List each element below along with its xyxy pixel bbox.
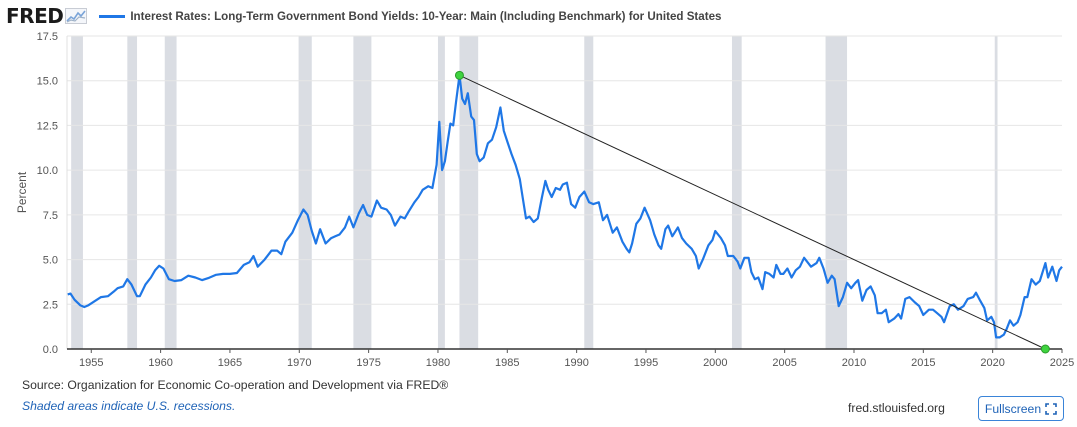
- series-line-0: [67, 74, 1063, 339]
- recession-band-8: [731, 36, 742, 349]
- x-tick-label: 2000: [703, 357, 727, 369]
- x-tick-label: 2010: [842, 357, 866, 369]
- recession-band-4: [353, 36, 372, 349]
- recession-band-1: [127, 36, 138, 349]
- y-tick-label: 0.0: [43, 344, 58, 356]
- site-link[interactable]: fred.stlouisfed.org: [848, 401, 945, 415]
- recession-band-0: [71, 36, 83, 349]
- x-tick-label: 1970: [287, 357, 311, 369]
- legend-swatch: [99, 14, 126, 18]
- x-tick-label: 1965: [218, 357, 242, 369]
- expand-icon: [1045, 402, 1057, 415]
- recession-note: Shaded areas indicate U.S. recessions.: [22, 399, 236, 413]
- trend-end-point: [1040, 344, 1050, 354]
- trend-line: [459, 74, 1046, 350]
- recession-band-2: [164, 36, 177, 349]
- x-tick-label: 2005: [772, 357, 796, 369]
- fred-logo[interactable]: FRED: [6, 4, 88, 28]
- x-tick-label: 1960: [148, 357, 172, 369]
- recession-band-10: [994, 36, 998, 349]
- recession-band-9: [825, 36, 848, 349]
- x-tick-label: 1995: [634, 357, 658, 369]
- x-tick-label: 2020: [980, 357, 1004, 369]
- fred-logo-text: FRED: [6, 4, 64, 28]
- recession-band-3: [298, 36, 312, 349]
- x-tick-label: 1980: [426, 357, 450, 369]
- chart-header: FRED Interest Rates: Long-Term Governmen…: [6, 4, 722, 28]
- x-tick-label: 1955: [79, 357, 103, 369]
- y-tick-label: 15.0: [37, 76, 58, 88]
- y-tick-label: 2.5: [43, 299, 58, 311]
- recession-band-7: [584, 36, 594, 349]
- y-tick-label: 17.5: [37, 31, 58, 43]
- recession-band-6: [459, 36, 479, 349]
- x-tick-label: 2025: [1050, 357, 1074, 369]
- y-tick-label: 5.0: [43, 255, 58, 267]
- x-tick-label: 1985: [495, 357, 519, 369]
- x-tick-label: 1990: [564, 357, 588, 369]
- y-tick-label: 7.5: [43, 210, 58, 222]
- y-tick-label: 10.0: [37, 165, 58, 177]
- legend-label[interactable]: Interest Rates: Long-Term Government Bon…: [130, 9, 722, 23]
- source-note: Source: Organization for Economic Co-ope…: [22, 378, 449, 392]
- x-tick-label: 2015: [911, 357, 935, 369]
- y-axis-label: Percent: [15, 171, 29, 213]
- y-tick-label: 12.5: [37, 120, 58, 132]
- recession-band-5: [437, 36, 445, 349]
- trend-start-point: [454, 70, 464, 80]
- line-graph-icon: [65, 8, 88, 24]
- x-tick-label: 1975: [356, 357, 380, 369]
- line-chart[interactable]: 0.0 2.5 5.0 7.5 10.0 12.5 15.0 17.5 1955 1960 1965…: [0, 28, 1077, 374]
- fullscreen-button[interactable]: Fullscreen: [978, 396, 1064, 421]
- fullscreen-label: Fullscreen: [984, 401, 1042, 416]
